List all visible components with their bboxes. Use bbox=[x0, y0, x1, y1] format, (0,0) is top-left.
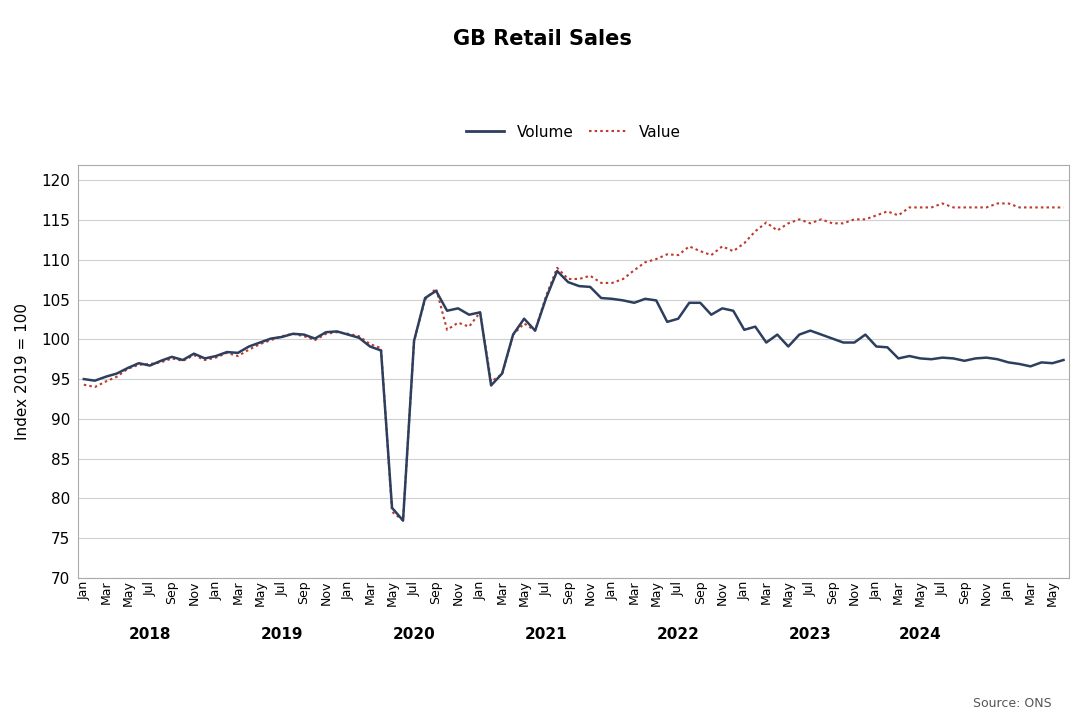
Value bbox=[375, 344, 388, 353]
Text: GB Retail Sales: GB Retail Sales bbox=[452, 29, 632, 49]
Y-axis label: Index 2019 = 100: Index 2019 = 100 bbox=[15, 303, 30, 440]
Value bbox=[1057, 203, 1070, 212]
Value bbox=[77, 381, 90, 389]
Value bbox=[209, 353, 222, 362]
Value bbox=[935, 199, 948, 208]
Text: 2024: 2024 bbox=[899, 627, 942, 642]
Volume bbox=[935, 353, 948, 362]
Text: 2019: 2019 bbox=[261, 627, 304, 642]
Volume bbox=[375, 346, 388, 355]
Text: 2023: 2023 bbox=[789, 627, 831, 642]
Volume bbox=[551, 267, 564, 276]
Volume bbox=[782, 342, 795, 351]
Volume bbox=[914, 354, 927, 363]
Text: Source: ONS: Source: ONS bbox=[972, 698, 1051, 710]
Text: 2018: 2018 bbox=[129, 627, 171, 642]
Volume bbox=[397, 516, 410, 525]
Value bbox=[925, 203, 938, 212]
Line: Value: Value bbox=[83, 203, 1063, 521]
Volume bbox=[209, 352, 222, 361]
Value bbox=[771, 226, 784, 235]
Volume bbox=[1035, 358, 1048, 367]
Text: 2022: 2022 bbox=[657, 627, 699, 642]
Volume bbox=[77, 375, 90, 383]
Volume bbox=[1057, 356, 1070, 364]
Value bbox=[1035, 203, 1048, 212]
Value bbox=[903, 203, 916, 212]
Text: 2020: 2020 bbox=[392, 627, 436, 642]
Line: Volume: Volume bbox=[83, 271, 1063, 521]
Legend: Volume, Value: Volume, Value bbox=[460, 119, 687, 146]
Value bbox=[397, 516, 410, 525]
Text: 2021: 2021 bbox=[525, 627, 567, 642]
